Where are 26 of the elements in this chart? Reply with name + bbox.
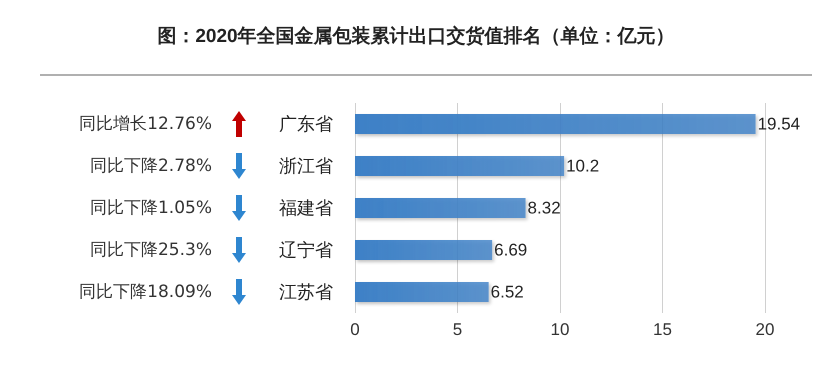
y-tick-label: 广东省 bbox=[279, 114, 333, 134]
data-label: 6.69 bbox=[494, 240, 528, 260]
data-label: 10.2 bbox=[566, 156, 600, 176]
text: 同比下降18.09% bbox=[79, 282, 212, 302]
bar bbox=[355, 114, 756, 134]
bar bbox=[355, 240, 492, 260]
x-tick-label: 5 bbox=[452, 320, 462, 339]
chart-title: 图：2020年全国金属包装累计出口交货值排名（单位：亿元） bbox=[157, 25, 675, 47]
data-label: 8.32 bbox=[528, 198, 561, 218]
text: 同比下降1.05% bbox=[90, 198, 212, 218]
text: 同比下降2.78% bbox=[90, 156, 212, 176]
data-label: 6.52 bbox=[490, 282, 524, 302]
text: 同比增长12.76% bbox=[79, 114, 212, 134]
x-tick-label: 10 bbox=[550, 320, 570, 339]
bar bbox=[355, 198, 526, 218]
text: 同比下降25.3% bbox=[90, 240, 212, 260]
y-tick-label: 浙江省 bbox=[279, 156, 333, 176]
x-tick-label: 15 bbox=[653, 320, 672, 339]
y-tick-label: 江苏省 bbox=[279, 282, 333, 302]
x-tick-label: 0 bbox=[350, 320, 360, 339]
bar bbox=[355, 156, 564, 176]
y-tick-label: 辽宁省 bbox=[279, 240, 333, 260]
y-tick-label: 福建省 bbox=[279, 198, 333, 218]
data-label: 19.54 bbox=[758, 114, 800, 134]
bar bbox=[355, 282, 489, 302]
x-tick-label: 20 bbox=[756, 320, 774, 339]
